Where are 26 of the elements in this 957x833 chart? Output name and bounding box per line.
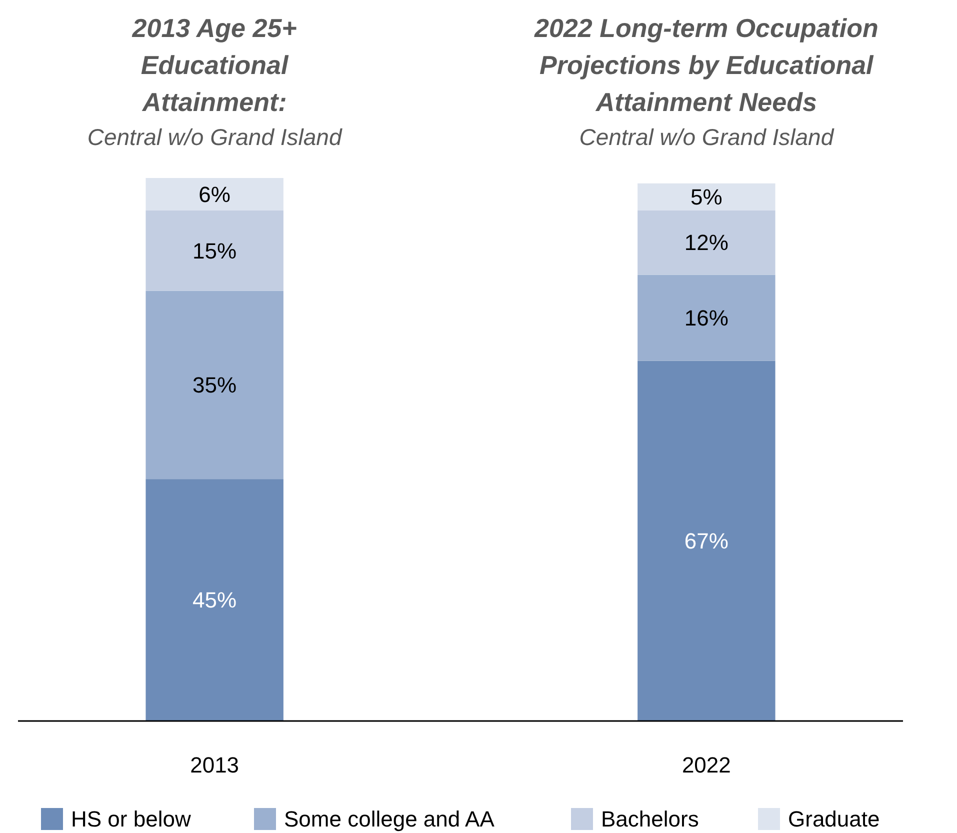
bar	[638, 183, 776, 210]
bar	[146, 290, 284, 480]
bar	[146, 479, 284, 721]
data-label: 16%	[684, 305, 728, 330]
data-label: 35%	[192, 372, 237, 398]
text: Central w/o Grand Island	[87, 124, 343, 150]
legend-label: HS or below	[71, 806, 191, 832]
x-tick-label: 2022	[682, 752, 731, 778]
bar	[638, 210, 776, 275]
text: Central w/o Grand Island	[579, 124, 835, 150]
text: 2022 Long-term Occupation Projections by Educational Attainment Needs	[534, 13, 878, 118]
data-label: 67%	[684, 528, 728, 554]
legend-label: Some college and AA	[284, 806, 495, 832]
x-tick-label: 2013	[190, 752, 240, 778]
legend-label: Bachelors	[601, 806, 699, 832]
data-label: 6%	[198, 182, 230, 207]
bar	[146, 178, 284, 210]
bar	[638, 360, 776, 721]
text: 2013 Age 25+ Educational Attainment:	[131, 13, 297, 118]
bar	[146, 210, 284, 291]
data-label: 45%	[192, 588, 237, 613]
data-label: 15%	[192, 238, 237, 264]
data-label: 12%	[684, 230, 728, 256]
legend-label: Graduate	[788, 806, 880, 832]
data-label: 5%	[690, 184, 722, 210]
bar	[638, 274, 776, 361]
